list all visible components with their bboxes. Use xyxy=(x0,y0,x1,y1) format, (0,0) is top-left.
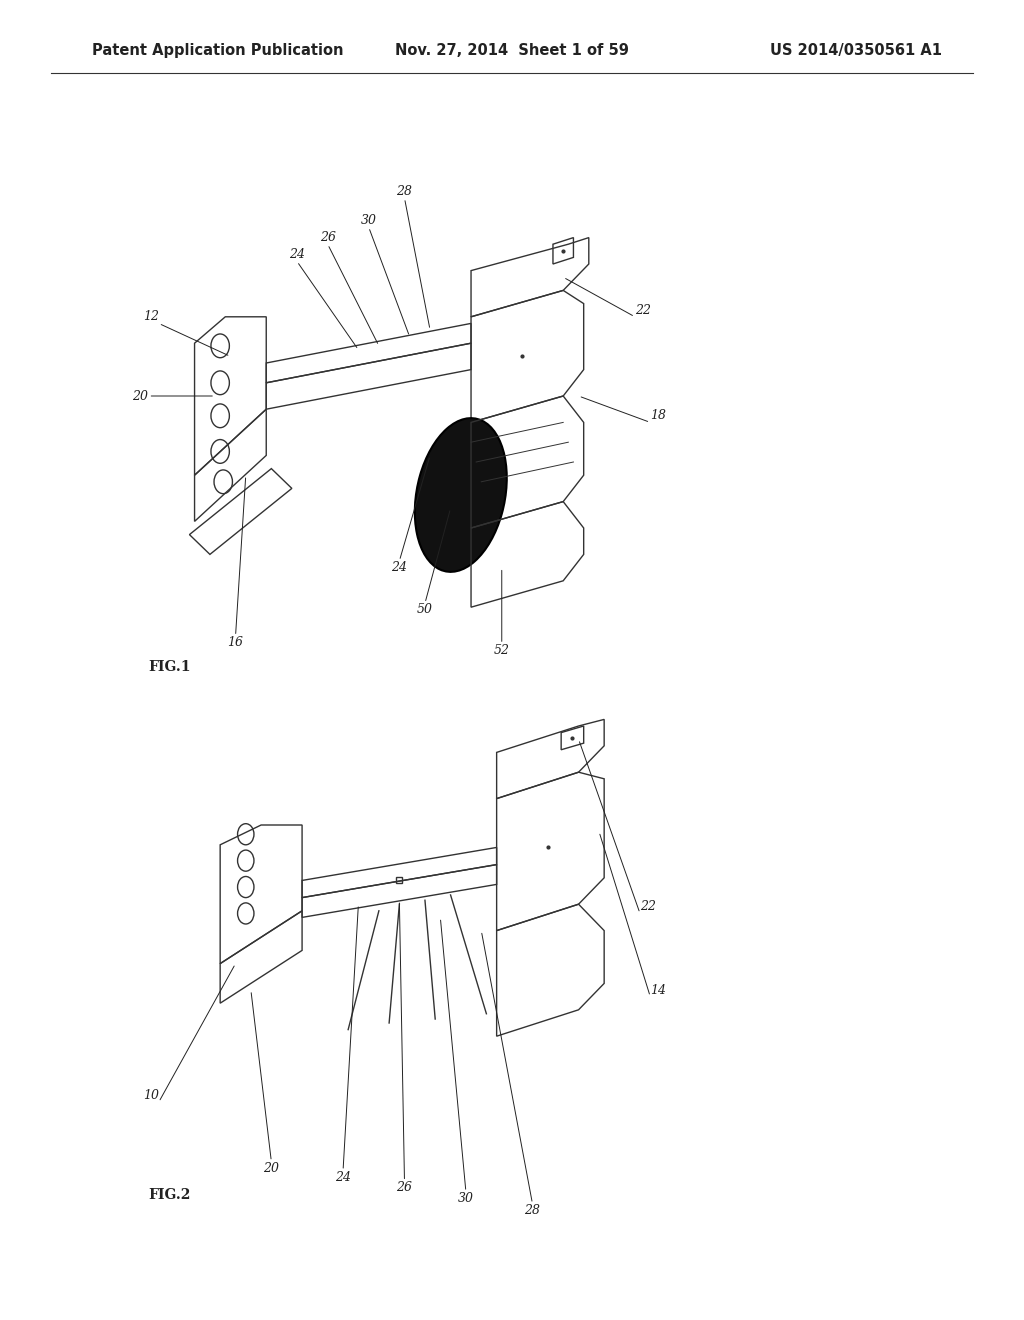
Text: 18: 18 xyxy=(650,409,667,422)
Text: 20: 20 xyxy=(263,1162,280,1175)
Ellipse shape xyxy=(415,418,507,572)
Text: 28: 28 xyxy=(396,185,413,198)
Text: 22: 22 xyxy=(640,900,656,913)
Text: FIG.2: FIG.2 xyxy=(148,1188,190,1201)
Text: Patent Application Publication: Patent Application Publication xyxy=(92,42,344,58)
Text: 10: 10 xyxy=(142,1089,159,1102)
Text: 30: 30 xyxy=(458,1192,474,1205)
Text: US 2014/0350561 A1: US 2014/0350561 A1 xyxy=(770,42,942,58)
Text: 28: 28 xyxy=(524,1204,541,1217)
Text: 26: 26 xyxy=(396,1181,413,1195)
Text: 20: 20 xyxy=(132,389,148,403)
Text: 22: 22 xyxy=(635,304,651,317)
Text: Nov. 27, 2014  Sheet 1 of 59: Nov. 27, 2014 Sheet 1 of 59 xyxy=(395,42,629,58)
Text: 24: 24 xyxy=(335,1171,351,1184)
Text: 24: 24 xyxy=(289,248,305,261)
Text: 52: 52 xyxy=(494,644,510,657)
Text: 12: 12 xyxy=(142,310,159,323)
Text: 16: 16 xyxy=(227,636,244,649)
Text: 14: 14 xyxy=(650,983,667,997)
Text: 30: 30 xyxy=(360,214,377,227)
Text: 26: 26 xyxy=(319,231,336,244)
Text: FIG.1: FIG.1 xyxy=(148,660,191,673)
Text: 50: 50 xyxy=(417,603,433,616)
Text: 24: 24 xyxy=(391,561,408,574)
